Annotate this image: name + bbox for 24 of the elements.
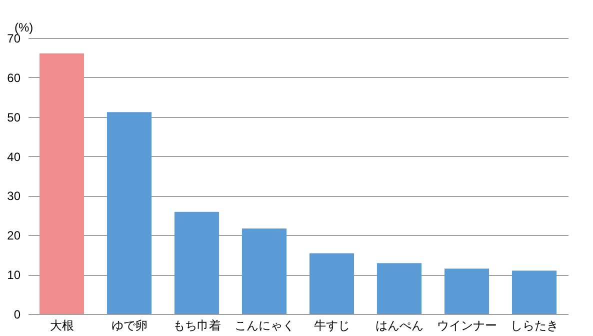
bar xyxy=(309,253,354,314)
x-tick-label: こんにゃく xyxy=(234,318,294,332)
x-tick-label: しらたき xyxy=(510,318,558,332)
y-tick-label: 10 xyxy=(7,268,21,282)
bar xyxy=(39,53,84,314)
x-tick-label: もち巾着 xyxy=(172,318,221,332)
y-tick-label: 60 xyxy=(7,70,21,85)
y-tick-label: 30 xyxy=(7,189,21,204)
x-tick-label: ウインナー xyxy=(436,318,497,332)
y-axis-title: (%) xyxy=(14,20,34,34)
y-tick-label: 50 xyxy=(7,110,21,124)
y-tick-label: 0 xyxy=(14,308,21,322)
x-tick-label: はんぺん xyxy=(375,318,424,332)
x-tick-label: 牛すじ xyxy=(314,318,350,332)
bar xyxy=(376,263,422,314)
bar xyxy=(444,268,490,314)
bar xyxy=(512,270,557,314)
y-tick-label: 20 xyxy=(7,228,21,243)
bar xyxy=(174,212,220,314)
bar xyxy=(106,112,152,314)
x-tick-label: 大根 xyxy=(50,318,74,332)
bar xyxy=(242,228,287,314)
x-tick-label: ゆで卵 xyxy=(111,318,148,332)
y-tick-label: 40 xyxy=(7,150,21,164)
